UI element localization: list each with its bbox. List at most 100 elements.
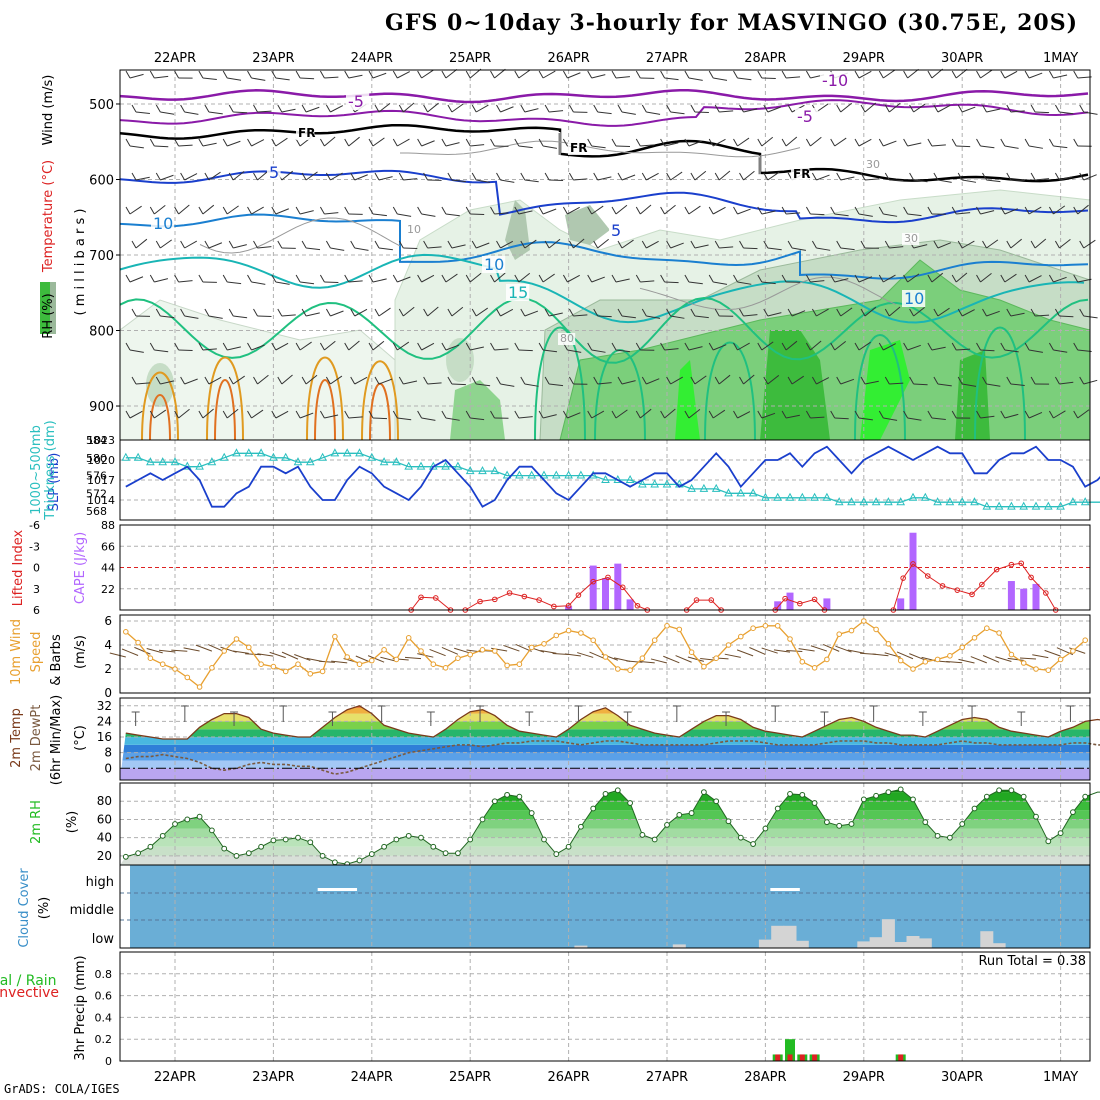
wind-barb-shaft xyxy=(743,108,758,113)
contour-label-bg xyxy=(558,333,576,345)
wind-speed-point xyxy=(910,666,916,672)
wind-barb xyxy=(739,104,758,113)
date-label-bottom: 29APR xyxy=(843,1070,885,1085)
wind-barb-shaft xyxy=(664,348,679,351)
wind-barb-flag xyxy=(149,138,155,147)
wind-barb-flag xyxy=(854,274,860,283)
wind-barb-flag xyxy=(1030,172,1036,181)
rh2m-label: 2m RH xyxy=(29,800,44,844)
wind-barb xyxy=(641,308,661,319)
wind-barb-flag xyxy=(781,274,787,283)
wind-barb-flag xyxy=(854,70,860,79)
wind-barb xyxy=(441,138,460,147)
wind-barb-shaft xyxy=(688,281,703,285)
wind-barb-shaft xyxy=(664,204,676,215)
wind-barb-flag xyxy=(635,70,641,79)
wind-barb-flag xyxy=(174,138,180,147)
wind-barb xyxy=(976,342,995,352)
wind-barb xyxy=(763,308,782,317)
wind10-label: 10m Wind xyxy=(9,619,24,685)
wind-barb xyxy=(247,138,265,147)
wind-barb-shaft xyxy=(785,340,798,351)
wind-barb xyxy=(976,272,992,283)
wind-barb-flag xyxy=(927,206,933,215)
wind-barb xyxy=(222,274,242,285)
wind-barb xyxy=(301,171,318,181)
wind-barb xyxy=(368,70,387,79)
wind-barb-flag xyxy=(957,376,963,385)
wind-barb-shaft xyxy=(931,272,944,283)
wind-barb-shaft xyxy=(573,314,588,317)
rh-point xyxy=(479,816,486,823)
wind-barb xyxy=(593,308,612,318)
temp-frame xyxy=(119,697,1091,781)
rh-shade-bright xyxy=(675,360,700,440)
wind10-label: (m/s) xyxy=(73,635,88,669)
temp-contour-minus10 xyxy=(119,89,1089,104)
wind-barb-shaft xyxy=(494,68,506,79)
wind-barb-flag xyxy=(568,240,574,249)
wind-barb-flag xyxy=(198,206,204,215)
wind-barb xyxy=(295,206,314,215)
wind-barb xyxy=(660,70,679,81)
wind-barb-shaft xyxy=(421,69,434,79)
wind-barb xyxy=(228,308,248,319)
wind-barb-shaft xyxy=(615,204,628,215)
wind-barb-shaft xyxy=(767,171,780,181)
wind-barb-flag xyxy=(593,172,599,181)
wind-barb-shaft xyxy=(494,212,509,215)
thickness-point xyxy=(539,470,549,479)
thickness-point xyxy=(527,470,537,479)
wind-barb-flag xyxy=(301,376,307,385)
thickness-point xyxy=(1080,497,1090,506)
cloud-unit-label: (%) xyxy=(37,897,52,920)
wind-barb-flag xyxy=(951,138,957,147)
temp-label: 2m Temp xyxy=(9,708,24,768)
wind-barb-flag xyxy=(787,376,793,385)
wind-barb xyxy=(319,410,339,419)
wind-barb xyxy=(350,240,369,251)
wind-barb-flag xyxy=(131,172,137,181)
wind-barb xyxy=(222,138,241,147)
wind-barb-flag xyxy=(1006,308,1012,317)
wind-barb xyxy=(1030,308,1050,317)
minmax-label: (6hr Min/Max) xyxy=(49,695,64,785)
wind-barb xyxy=(174,274,193,283)
wind-barb xyxy=(125,70,144,79)
wind-barb-shaft xyxy=(621,239,634,249)
contour-label-bg xyxy=(795,108,819,125)
wind-barb-flag xyxy=(933,376,939,385)
thickness-point xyxy=(650,479,660,488)
wind-speed-point xyxy=(799,659,806,665)
wind-barb-shaft xyxy=(840,307,853,317)
thickness-point xyxy=(207,457,217,466)
rh-point xyxy=(873,792,879,799)
wind-barb-shaft xyxy=(1035,111,1050,114)
wind-barb-shaft xyxy=(883,417,898,421)
wind-barb-flag xyxy=(204,308,210,317)
rh-point xyxy=(947,834,953,841)
wind-barb-flag xyxy=(180,172,186,181)
wind-speed-point xyxy=(295,661,301,668)
rh-contour xyxy=(400,140,801,158)
contour-label-bg xyxy=(864,159,882,171)
wind-10m-barb xyxy=(958,658,975,664)
wind-barb xyxy=(538,70,556,79)
precip-tick: 0.6 xyxy=(95,990,113,1003)
contour-label-bg xyxy=(902,233,920,245)
wind-barb-flag xyxy=(301,308,307,317)
wind-barb-shaft xyxy=(834,340,847,351)
wind-barb xyxy=(465,68,482,79)
wind-barb-flag xyxy=(471,308,477,317)
wind-barb-flag xyxy=(593,376,599,385)
wind-barb-flag xyxy=(982,376,987,385)
wind-barb-shaft xyxy=(1059,238,1071,249)
wind10-label: Speed xyxy=(29,632,44,673)
rh-point xyxy=(491,798,498,805)
wind-barb xyxy=(830,206,849,217)
rh2m-unit-label: (%) xyxy=(65,811,80,834)
wind-barb xyxy=(247,342,265,351)
wind-barb-shaft xyxy=(883,140,897,147)
wind-barb-flag xyxy=(441,70,447,79)
wind-barb-flag xyxy=(708,410,714,419)
